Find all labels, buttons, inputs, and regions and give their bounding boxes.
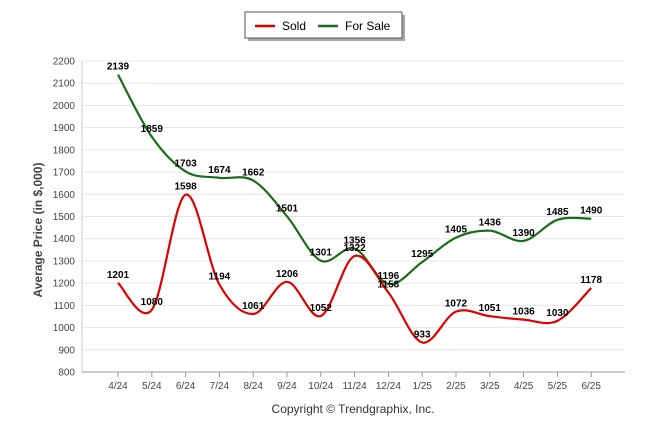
- x-tick-label: 6/25: [581, 381, 601, 392]
- y-tick-label: 1100: [53, 301, 75, 312]
- data-label-sold: 1072: [445, 299, 468, 310]
- data-label-sold: 1194: [209, 271, 231, 282]
- data-label-for-sale: 1490: [580, 206, 603, 217]
- series-lines: [117, 74, 592, 344]
- y-tick-label: 1200: [53, 279, 76, 290]
- series-line-for-sale: [117, 74, 592, 286]
- y-tick-label: 2000: [53, 101, 76, 112]
- y-tick-label: 2200: [53, 57, 76, 68]
- axes: [81, 61, 625, 377]
- y-tick-labels: 800 900 1000 1100 1200 1300 1400 1500 1600 1700 18…: [53, 57, 76, 379]
- data-label-for-sale: 1436: [479, 218, 502, 229]
- x-tick-labels: 4/24 5/24 6/24 7/24 8/24 9/24 10/24 11/24 12/24 1…: [108, 381, 601, 392]
- data-label-for-sale: 1501: [276, 203, 299, 214]
- data-label-for-sale: 1301: [310, 248, 333, 259]
- x-tick-label: 10/24: [308, 381, 333, 392]
- data-label-for-sale: 1356: [343, 235, 366, 246]
- y-tick-label: 900: [58, 345, 75, 356]
- data-label-for-sale: 1485: [546, 207, 569, 218]
- x-tick-label: 12/24: [376, 381, 401, 392]
- y-tick-label: 1600: [53, 190, 76, 201]
- x-tick-label: 1/25: [412, 381, 432, 392]
- y-tick-label: 1500: [53, 212, 76, 223]
- x-tick-label: 5/24: [142, 381, 162, 392]
- data-label-sold: 1206: [276, 269, 299, 280]
- data-label-for-sale: 1196: [378, 271, 400, 282]
- x-tick-label: 9/24: [277, 381, 297, 392]
- data-label-sold: 1322: [343, 243, 366, 254]
- data-label-sold: 1061: [242, 301, 265, 312]
- data-label-for-sale: 1662: [242, 168, 265, 179]
- data-label-sold: 1030: [546, 308, 569, 319]
- grid-lines: [82, 60, 625, 373]
- y-tick-label: 1400: [53, 234, 76, 245]
- data-label-sold: 1178: [580, 275, 602, 286]
- y-tick-label: 1700: [53, 168, 76, 179]
- data-label-sold: 1158: [378, 279, 400, 290]
- x-tick-label: 8/24: [243, 381, 263, 392]
- x-tick-label: 4/25: [514, 381, 534, 392]
- data-label-for-sale: 1390: [512, 228, 535, 239]
- series-line-sold: [117, 193, 592, 344]
- y-tick-label: 1000: [53, 323, 76, 334]
- data-label-for-sale: 1405: [445, 225, 468, 236]
- y-tick-label: 1300: [53, 256, 76, 267]
- x-tick-label: 5/25: [548, 381, 568, 392]
- data-label-for-sale: 2139: [107, 62, 130, 73]
- x-tick-label: 2/25: [446, 381, 466, 392]
- legend-label-sold: Sold: [282, 19, 306, 33]
- data-label-sold: 1036: [512, 307, 535, 318]
- data-label-for-sale: 1859: [141, 124, 164, 135]
- data-label-sold: 933: [414, 329, 431, 340]
- x-tick-label: 6/24: [176, 381, 196, 392]
- y-axis-label: Average Price (in $,000): [31, 163, 45, 298]
- copyright-credit: Copyright © Trendgraphix, Inc.: [272, 402, 435, 416]
- data-label-sold: 1051: [479, 303, 502, 314]
- x-tick-label: 4/24: [108, 381, 128, 392]
- data-label-sold: 1201: [107, 270, 130, 281]
- x-tick-label: 11/24: [342, 381, 367, 392]
- y-tick-label: 1800: [53, 145, 76, 156]
- legend-label-for-sale: For Sale: [345, 19, 391, 33]
- data-label-sold: 1598: [174, 182, 197, 193]
- y-tick-label: 2100: [53, 79, 76, 90]
- legend: Sold For Sale: [244, 11, 405, 41]
- data-label-for-sale: 1703: [174, 158, 197, 169]
- data-label-sold: 1052: [310, 303, 333, 314]
- data-label-sold: 1080: [141, 297, 164, 308]
- data-label-for-sale: 1295: [411, 249, 434, 260]
- y-tick-label: 800: [58, 368, 75, 379]
- y-tick-label: 1900: [53, 123, 76, 134]
- x-tick-label: 7/24: [210, 381, 230, 392]
- data-labels: 2139 1859 1703 1674 1662 1501 1301 1356 1196 1295…: [107, 62, 603, 341]
- x-tick-label: 3/25: [480, 381, 500, 392]
- data-label-for-sale: 1674: [208, 165, 231, 176]
